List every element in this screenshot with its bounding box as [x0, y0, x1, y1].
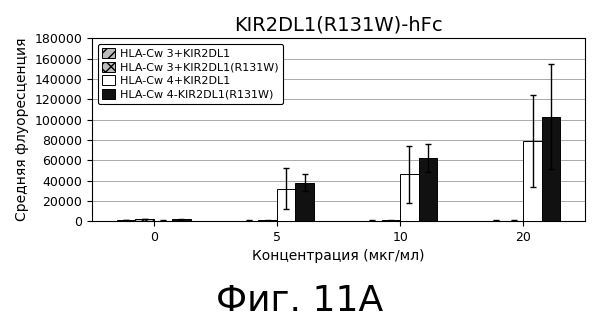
Bar [277, 188, 295, 221]
Bar [172, 219, 191, 221]
Bar [419, 158, 437, 221]
Bar [382, 220, 400, 221]
Y-axis label: Средняя флуоресценция: Средняя флуоресценция [15, 38, 29, 221]
Bar [154, 220, 172, 221]
Bar [523, 141, 542, 221]
Bar [295, 182, 314, 221]
Bar [487, 220, 505, 221]
Bar [400, 174, 419, 221]
Bar [259, 220, 277, 221]
Legend: HLA-Cw 3+KIR2DL1, HLA-Cw 3+KIR2DL1(R131W), HLA-Cw 4+KIR2DL1, HLA-Cw 4-KIR2DL1(R1: HLA-Cw 3+KIR2DL1, HLA-Cw 3+KIR2DL1(R131W… [98, 44, 283, 104]
Bar [505, 220, 523, 221]
Bar [240, 220, 259, 221]
X-axis label: Концентрация (мкг/мл): Концентрация (мкг/мл) [253, 249, 425, 263]
Bar [363, 220, 382, 221]
Title: KIR2DL1(R131W)-hFc: KIR2DL1(R131W)-hFc [234, 15, 443, 34]
Text: Фиг. 11A: Фиг. 11A [217, 284, 383, 318]
Bar [542, 116, 560, 221]
Bar [135, 219, 154, 221]
Bar [117, 220, 135, 221]
